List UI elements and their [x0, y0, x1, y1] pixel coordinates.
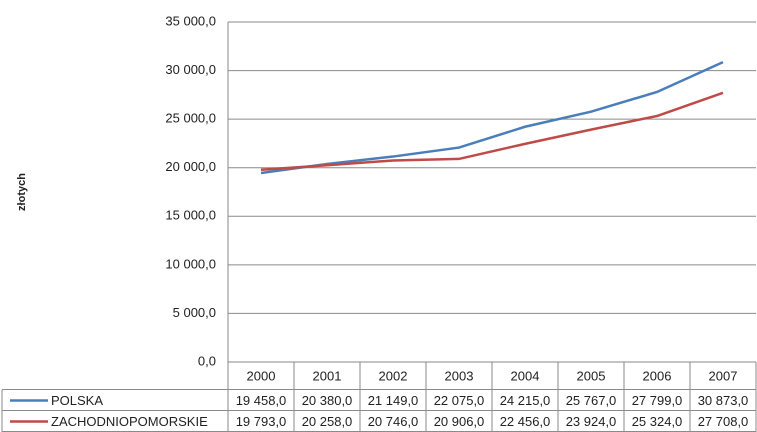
table-value: 20 746,0	[368, 414, 419, 429]
x-tick-label: 2000	[247, 368, 276, 383]
table-value: 25 324,0	[632, 414, 683, 429]
y-tick-label: 0,0	[198, 353, 216, 368]
series-line	[260, 60, 724, 175]
table-value: 24 215,0	[500, 393, 551, 408]
x-tick-label: 2007	[709, 368, 738, 383]
x-tick-label: 2005	[577, 368, 606, 383]
table-value: 20 380,0	[302, 393, 353, 408]
legend-label: POLSKA	[51, 393, 103, 408]
table-value: 30 873,0	[698, 393, 749, 408]
y-tick-label: 5 000,0	[173, 305, 216, 320]
y-tick-label: 15 000,0	[165, 208, 216, 223]
table-value: 19 793,0	[236, 414, 287, 429]
legend-label: ZACHODNIOPOMORSKIE	[51, 414, 208, 429]
table-value: 25 767,0	[566, 393, 617, 408]
y-tick-label: 35 000,0	[165, 13, 216, 28]
x-tick-label: 2004	[511, 368, 540, 383]
x-tick-label: 2002	[379, 368, 408, 383]
y-tick-label: 25 000,0	[165, 111, 216, 126]
x-tick-label: 2006	[643, 368, 672, 383]
table-value: 20 906,0	[434, 414, 485, 429]
table-value: 22 456,0	[500, 414, 551, 429]
y-tick-label: 10 000,0	[165, 256, 216, 271]
x-tick-label: 2001	[313, 368, 342, 383]
table-value: 27 708,0	[698, 414, 749, 429]
x-tick-label: 2003	[445, 368, 474, 383]
y-axis-label: złotych	[16, 173, 28, 211]
series-line	[260, 91, 724, 171]
table-value: 21 149,0	[368, 393, 419, 408]
table-value: 20 258,0	[302, 414, 353, 429]
y-tick-label: 20 000,0	[165, 159, 216, 174]
y-tick-label: 30 000,0	[165, 62, 216, 77]
table-value: 19 458,0	[236, 393, 287, 408]
table-value: 27 799,0	[632, 393, 683, 408]
table-value: 23 924,0	[566, 414, 617, 429]
table-value: 22 075,0	[434, 393, 485, 408]
